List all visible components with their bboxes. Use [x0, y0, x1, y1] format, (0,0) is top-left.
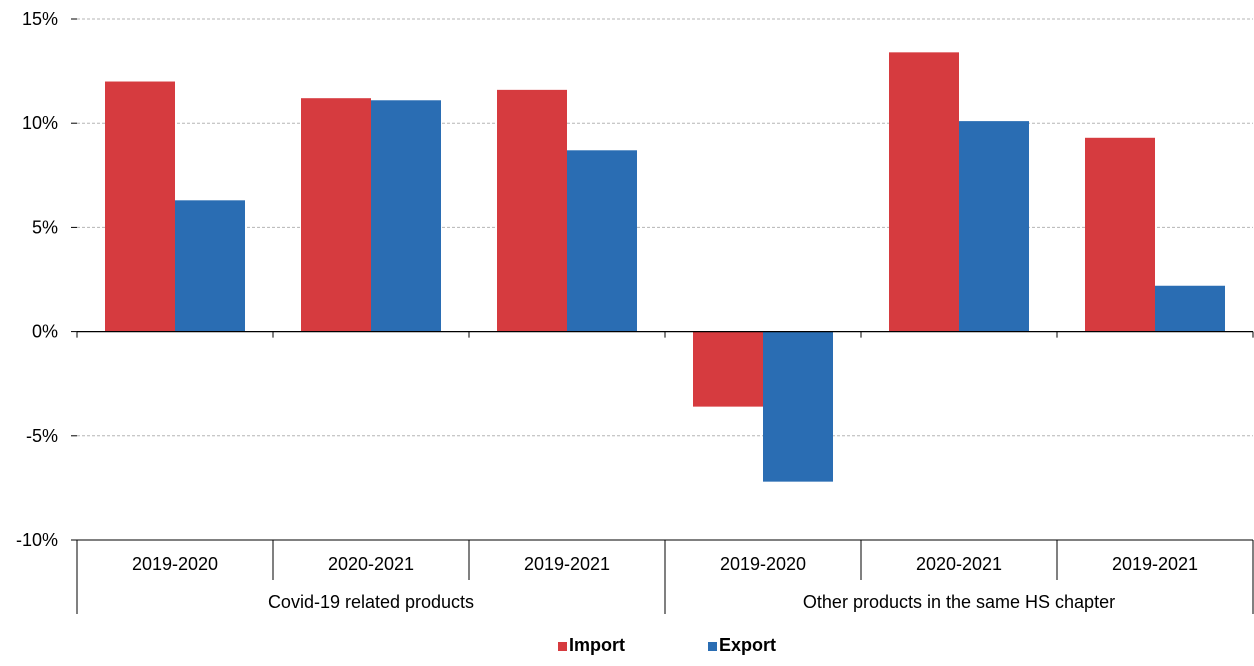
group-label: Covid-19 related products [268, 592, 474, 612]
x-category-label: 2019-2020 [132, 554, 218, 574]
legend: Import Export [558, 635, 776, 655]
group-label: Other products in the same HS chapter [803, 592, 1115, 612]
y-tick-label: 10% [22, 113, 58, 133]
bar-import [1085, 137, 1155, 332]
bar-export [175, 200, 245, 332]
bar-export [567, 150, 637, 332]
y-tick-label: 0% [32, 322, 58, 342]
y-tick-label: 5% [32, 217, 58, 237]
bar-export [763, 331, 833, 482]
bars [105, 52, 1225, 482]
x-category-label: 2020-2021 [328, 554, 414, 574]
bar-import [889, 52, 959, 332]
legend-swatch-export [708, 642, 717, 651]
x-category-label: 2019-2021 [524, 554, 610, 574]
y-tick-label: -10% [16, 530, 58, 550]
legend-label-import: Import [569, 635, 625, 655]
bar-import [497, 89, 567, 332]
x-category-label: 2020-2021 [916, 554, 1002, 574]
bar-export [1155, 285, 1225, 332]
y-tick-label: -5% [26, 426, 58, 446]
legend-label-export: Export [719, 635, 776, 655]
labels: 15% 10% 5% 0% -5% -10% 2019-2020 2020-2021 2019-… [16, 9, 1198, 612]
bar-import [301, 98, 371, 332]
gridlines [77, 18, 1253, 437]
bar-import [693, 331, 763, 407]
bar-export [959, 121, 1029, 332]
bar-import [105, 81, 175, 332]
x-category-label: 2019-2021 [1112, 554, 1198, 574]
legend-swatch-import [558, 642, 567, 651]
bar-export [371, 100, 441, 332]
x-category-label: 2019-2020 [720, 554, 806, 574]
axes [71, 18, 1254, 614]
y-tick-label: 15% [22, 9, 58, 29]
